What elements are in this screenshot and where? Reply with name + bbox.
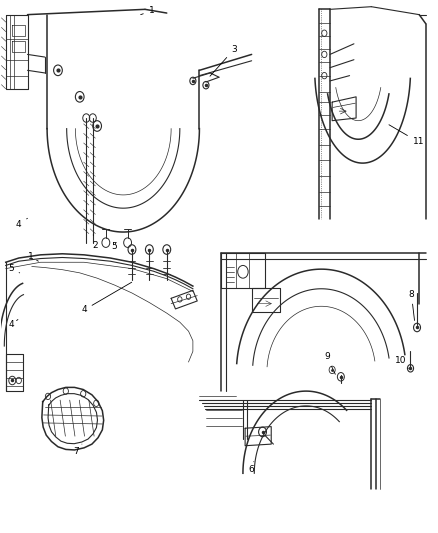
Text: 4: 4 bbox=[8, 319, 18, 329]
Text: 5: 5 bbox=[112, 243, 117, 252]
Text: 1: 1 bbox=[141, 6, 155, 15]
Text: 8: 8 bbox=[409, 289, 414, 320]
Text: 1: 1 bbox=[28, 253, 39, 262]
Text: 4: 4 bbox=[81, 282, 132, 314]
Text: 2: 2 bbox=[92, 235, 98, 250]
Text: 6: 6 bbox=[248, 462, 254, 473]
Text: 4: 4 bbox=[16, 219, 28, 229]
Text: 11: 11 bbox=[389, 125, 424, 147]
Text: 5: 5 bbox=[8, 264, 20, 273]
Text: 9: 9 bbox=[324, 352, 336, 374]
Text: 10: 10 bbox=[395, 357, 408, 368]
Text: 3: 3 bbox=[210, 45, 237, 76]
Text: 7: 7 bbox=[74, 444, 82, 456]
